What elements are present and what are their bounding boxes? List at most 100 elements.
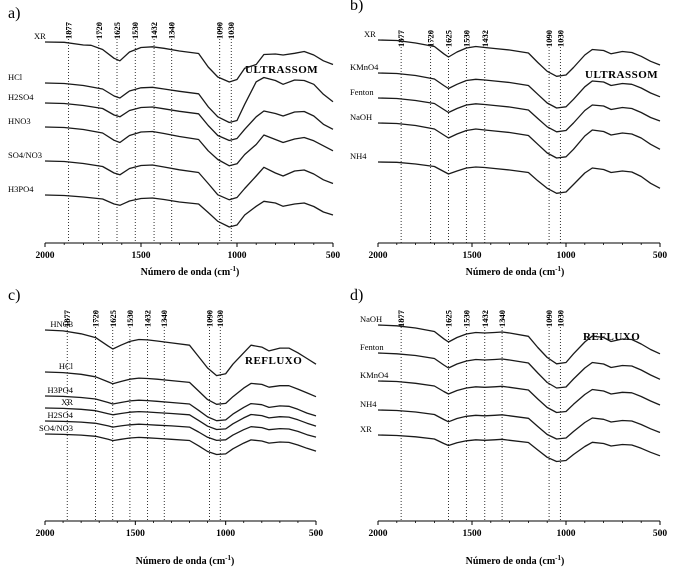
x-axis-label: Número de onda (cm-1)	[136, 554, 235, 567]
ref-label-1030: 1030	[226, 22, 236, 39]
ref-label-1340: 1340	[159, 310, 169, 327]
series-label: H3PO4	[47, 385, 73, 395]
series-label: NH4	[350, 151, 367, 161]
panel-letter: c)	[8, 287, 20, 304]
series-label: KMnO4	[360, 370, 389, 380]
x-axis-label-tail: )	[561, 267, 564, 278]
x-axis: 2000 1500 1000 500	[369, 520, 668, 539]
series-label: NaOH	[350, 112, 372, 122]
x-axis-label-main: Número de onda (cm	[466, 556, 556, 567]
spectra: NaOH Fenton KMnO4 NH4 XR	[360, 314, 661, 463]
x-axis-label-sup: -1	[225, 554, 231, 562]
x-axis-label-main: Número de onda (cm	[141, 267, 231, 278]
x-tick-label: 2000	[369, 529, 388, 539]
x-tick-label: 2000	[36, 251, 55, 261]
x-tick-label: 1500	[463, 529, 482, 539]
series-label: Fenton	[350, 87, 374, 97]
ref-label-1720: 1720	[91, 310, 101, 327]
ref-label-1877: 1877	[396, 29, 406, 47]
spectrum-fenton	[377, 352, 661, 389]
ref-label-1530: 1530	[461, 310, 471, 327]
x-axis-label: Número de onda (cm-1)	[466, 554, 565, 567]
ref-label-1432: 1432	[480, 30, 490, 47]
ref-label-1030: 1030	[555, 30, 565, 47]
spectrum-naoh	[377, 122, 661, 159]
series-label: KMnO4	[350, 62, 379, 72]
x-tick-label: 2000	[369, 251, 388, 261]
ref-label-1030: 1030	[555, 310, 565, 327]
ref-label-1625: 1625	[108, 310, 118, 327]
x-tick-label: 1500	[126, 529, 145, 539]
x-axis-label-tail: )	[561, 556, 564, 567]
ref-label-1340: 1340	[497, 310, 507, 327]
series-label: NaOH	[360, 314, 382, 324]
ref-label-1530: 1530	[461, 30, 471, 47]
panel-a: a) ULTRASSOM 1877 1720 1625 1530 1432 1340 109…	[8, 5, 340, 278]
ref-label-1720: 1720	[94, 22, 104, 39]
spectrum-h2so4	[44, 102, 334, 142]
panel-title: ULTRASSOM	[245, 64, 318, 76]
spectrum-nh4	[377, 161, 661, 194]
x-axis: 2000 1500 1000 500	[36, 520, 324, 539]
x-tick-label: 1500	[463, 251, 482, 261]
series-label: XR	[61, 397, 73, 407]
series-label: H2SO4	[47, 410, 73, 420]
x-axis-label-sup: -1	[555, 265, 561, 273]
ref-label-1090: 1090	[544, 310, 554, 327]
spectra: XR KMnO4 Fenton NaOH NH4	[350, 29, 661, 194]
x-tick-label: 500	[309, 529, 324, 539]
spectrum-xr	[377, 434, 661, 463]
ref-label-1877: 1877	[62, 309, 72, 327]
x-axis-label-sup: -1	[555, 554, 561, 562]
x-tick-label: 1000	[557, 529, 576, 539]
spectrum-xr	[44, 407, 317, 431]
ref-label-1530: 1530	[130, 22, 140, 39]
panel-letter: a)	[8, 5, 20, 22]
spectrum-h3po4	[44, 194, 334, 228]
series-label: XR	[364, 29, 376, 39]
panel-title: REFLUXO	[245, 355, 302, 367]
spectrum-hcl	[44, 371, 317, 405]
x-axis: 2000 1500 1000 500	[36, 242, 341, 261]
series-label: HNO3	[8, 116, 31, 126]
x-tick-label: 500	[653, 529, 668, 539]
ref-label-1340: 1340	[167, 22, 177, 39]
panel-b: b) ULTRASSOM 1877 1720 1625 1530 1432 1090 103…	[350, 0, 667, 278]
x-axis-label: Número de onda (cm-1)	[141, 265, 240, 278]
ref-label-1877: 1877	[64, 21, 74, 39]
series-label: H2SO4	[8, 92, 34, 102]
panel-letter: d)	[350, 287, 363, 304]
series-label: HCl	[59, 361, 74, 371]
spectrum-h2so4	[44, 420, 317, 442]
spectrum-so4-no3	[44, 160, 334, 201]
spectrum-xr	[377, 39, 661, 77]
ref-label-1432: 1432	[143, 310, 153, 327]
x-axis-label-main: Número de onda (cm	[136, 556, 226, 567]
series-label: Fenton	[360, 342, 384, 352]
series-label: XR	[360, 424, 372, 434]
ref-label-1432: 1432	[480, 310, 490, 327]
ref-label-1625: 1625	[444, 310, 454, 327]
ref-label-1090: 1090	[215, 22, 225, 39]
x-axis-label-tail: )	[231, 556, 234, 567]
x-axis-label-tail: )	[236, 267, 239, 278]
reference-lines: 1877 1720 1625 1530 1432 1340 1090 1030	[64, 21, 236, 243]
panel-title: REFLUXO	[583, 331, 640, 343]
x-tick-label: 1500	[132, 251, 151, 261]
series-label: H3PO4	[8, 184, 34, 194]
x-tick-label: 500	[326, 251, 341, 261]
ref-label-1090: 1090	[204, 310, 214, 327]
series-label: NH4	[360, 399, 377, 409]
ref-label-1625: 1625	[112, 22, 122, 39]
spectrum-h3po4	[44, 395, 317, 422]
series-label: HNO3	[50, 319, 73, 329]
ref-label-1432: 1432	[149, 22, 159, 39]
spectrum-xr	[44, 41, 334, 83]
panel-title: ULTRASSOM	[585, 69, 658, 81]
ref-label-1720: 1720	[426, 30, 436, 47]
spectrum-hcl	[44, 76, 334, 124]
panel-letter: b)	[350, 0, 363, 14]
x-tick-label: 1000	[216, 529, 235, 539]
spectrum-kmno4	[377, 72, 661, 109]
spectrum-hno3	[44, 329, 317, 377]
